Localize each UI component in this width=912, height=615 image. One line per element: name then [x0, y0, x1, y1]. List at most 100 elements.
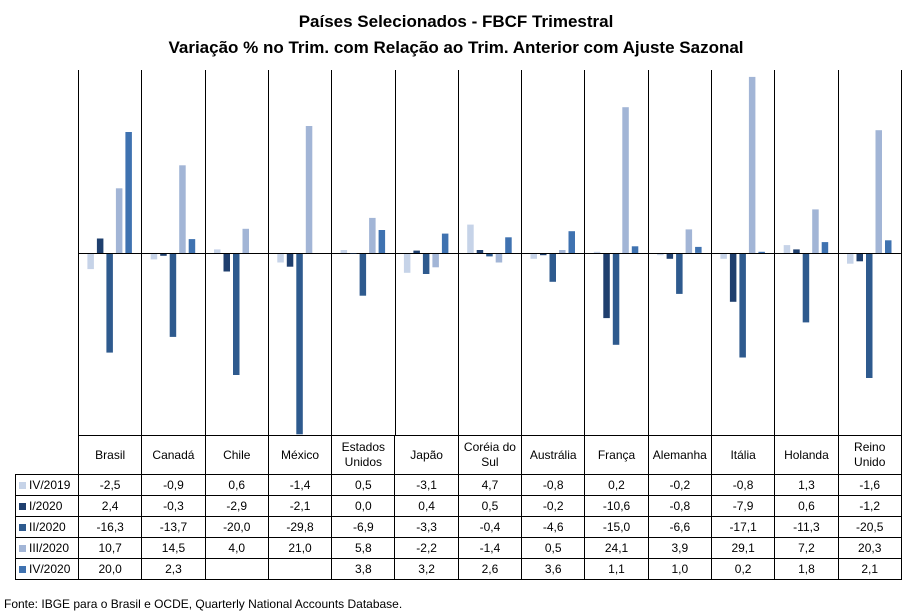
data-cell: 2,4 — [77, 495, 143, 517]
data-cell: 29,1 — [710, 537, 776, 559]
bar-IV-2019-7 — [530, 254, 537, 259]
data-cell: -0,3 — [141, 495, 206, 517]
data-table: Brasil Canadá Chile México Estados Unidos Japã… — [15, 435, 902, 580]
data-cell: -20,5 — [837, 516, 902, 538]
bar-II-2020-4 — [359, 254, 367, 296]
column-header: Itália — [710, 435, 776, 475]
table-corner — [16, 436, 79, 475]
data-cell: 1,1 — [584, 558, 649, 580]
bar-chart — [78, 70, 902, 435]
data-cell — [204, 558, 269, 580]
data-cell: 4,7 — [457, 474, 523, 496]
data-cell: 21,0 — [267, 537, 333, 559]
bar-IV-2020-11 — [821, 242, 829, 253]
source-note: Fonte: IBGE para o Brasil e OCDE, Quarte… — [4, 597, 403, 611]
data-cell: -3,1 — [394, 474, 459, 496]
bar-I-2020-11 — [793, 249, 800, 253]
bar-III-2020-9 — [685, 229, 693, 253]
data-cell: -0,4 — [457, 516, 523, 538]
data-cell: -2,1 — [267, 495, 333, 517]
data-cell: -2,2 — [394, 537, 459, 559]
bar-IV-2020-6 — [505, 237, 512, 253]
bar-IV-2019-11 — [783, 245, 791, 253]
legend-swatch — [19, 566, 26, 573]
data-cell: -0,2 — [521, 495, 586, 517]
bar-III-2020-6 — [495, 254, 503, 263]
bar-IV-2019-6 — [467, 224, 474, 253]
legend-swatch — [19, 545, 26, 552]
data-cell: 7,2 — [774, 537, 839, 559]
bar-II-2020-11 — [802, 254, 810, 323]
data-cell: 0,6 — [774, 495, 839, 517]
column-header: México — [267, 435, 333, 475]
data-cell: 2,6 — [457, 558, 523, 580]
data-cell: 1,8 — [774, 558, 839, 580]
data-cell: 4,0 — [204, 537, 269, 559]
bar-IV-2020-8 — [631, 246, 639, 253]
bar-II-2020-12 — [866, 254, 873, 378]
bar-IV-2019-0 — [87, 254, 94, 270]
bar-II-2020-6 — [486, 254, 493, 257]
data-cell: 3,6 — [521, 558, 586, 580]
chart-title: Países Selecionados - FBCF Trimestral — [298, 12, 614, 31]
bar-III-2020-7 — [559, 250, 566, 253]
column-header: França — [584, 435, 649, 475]
bar-I-2020-5 — [413, 250, 420, 253]
bar-IV-2020-7 — [568, 231, 575, 253]
data-cell: 0,5 — [331, 474, 396, 496]
bar-IV-2019-10 — [720, 254, 727, 259]
column-header: Alemanha — [647, 435, 712, 475]
data-cell: 0,5 — [521, 537, 586, 559]
data-cell: -4,6 — [521, 516, 586, 538]
legend-entry: I/2020 — [15, 495, 79, 517]
bar-III-2020-8 — [622, 107, 629, 253]
data-cell: -7,9 — [710, 495, 776, 517]
bar-II-2020-5 — [422, 254, 430, 274]
bar-I-2020-10 — [729, 254, 737, 302]
bar-I-2020-8 — [603, 254, 610, 319]
data-cell: -15,0 — [584, 516, 649, 538]
data-cell: -11,3 — [774, 516, 839, 538]
bar-III-2020-4 — [369, 217, 376, 253]
bar-I-2020-7 — [540, 254, 547, 256]
bar-III-2020-0 — [115, 188, 123, 253]
data-cell: 14,5 — [141, 537, 206, 559]
bar-IV-2019-3 — [277, 254, 284, 263]
data-cell — [267, 558, 333, 580]
data-cell: -1,6 — [837, 474, 902, 496]
table-row: IV/2020 20,0 2,3 3,8 3,2 2,6 3,6 1,1 1,0 0,2 1,8 2,… — [15, 558, 902, 580]
legend-swatch — [19, 503, 26, 510]
data-cell: -29,8 — [267, 516, 333, 538]
bar-IV-2020-4 — [378, 230, 386, 253]
table-row: II/2020 -16,3 -13,7 -20,0 -29,8 -6,9 -3,3 -0,4-… — [15, 516, 902, 538]
data-cell: 3,2 — [394, 558, 459, 580]
bar-III-2020-10 — [748, 76, 756, 254]
data-cell: 0,2 — [584, 474, 649, 496]
data-cell: 0,5 — [457, 495, 523, 517]
bar-III-2020-12 — [875, 130, 882, 253]
bar-IV-2019-4 — [340, 250, 348, 253]
bar-II-2020-3 — [296, 254, 303, 435]
data-cell: -13,7 — [141, 516, 206, 538]
data-cell: -6,9 — [331, 516, 396, 538]
data-cell: -2,9 — [204, 495, 269, 517]
column-header: Holanda — [774, 435, 839, 475]
bar-II-2020-1 — [169, 254, 177, 337]
bar-IV-2019-1 — [150, 254, 158, 260]
bar-IV-2019-9 — [657, 254, 664, 256]
data-cell: -10,6 — [584, 495, 649, 517]
data-cell: -0,8 — [710, 474, 776, 496]
data-cell: -6,6 — [647, 516, 712, 538]
bar-IV-2020-0 — [125, 132, 132, 253]
bar-I-2020-2 — [223, 254, 230, 272]
column-header: Coréia do Sul — [457, 435, 523, 475]
chart-subtitle: Variação % no Trim. com Relação ao Trim.… — [168, 38, 744, 57]
legend-entry: II/2020 — [15, 516, 79, 538]
bar-IV-2019-12 — [847, 254, 854, 264]
bar-II-2020-9 — [676, 254, 683, 294]
data-cell: -2,5 — [77, 474, 143, 496]
data-cell: 2,1 — [837, 558, 902, 580]
bar-II-2020-0 — [106, 254, 113, 353]
data-cell: 0,0 — [331, 495, 396, 517]
data-cell: -0,8 — [521, 474, 586, 496]
